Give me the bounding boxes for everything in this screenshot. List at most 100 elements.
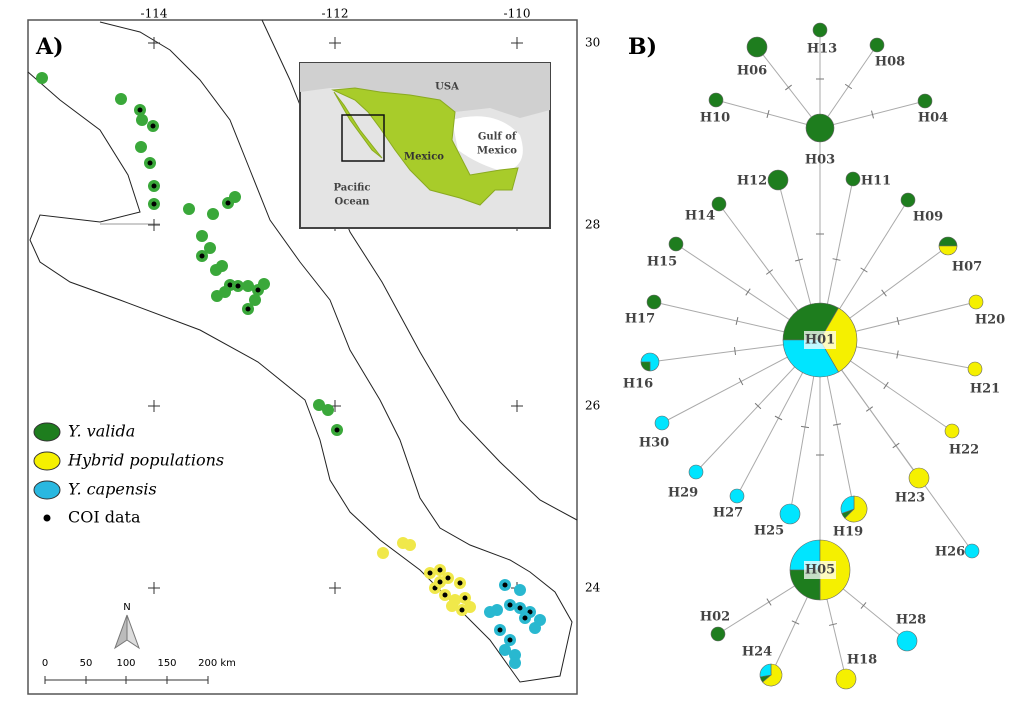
latitude-label: 28 [585, 218, 600, 232]
sample-point [322, 404, 334, 416]
legend-swatch [43, 514, 51, 522]
label-box [804, 331, 836, 349]
coi-dot [151, 201, 157, 207]
edge-tick [881, 289, 887, 297]
haplotype-label: H08 [875, 55, 905, 70]
coi-dot [427, 570, 433, 576]
north-arrow: N [114, 602, 140, 650]
haplotype-label: H22 [949, 443, 979, 458]
haplotype-label: H11 [861, 174, 891, 189]
haplotype-label: H04 [918, 111, 948, 126]
edge-tick [791, 620, 800, 625]
haplotype-label: H25 [754, 524, 784, 539]
haplotype-label: H27 [713, 506, 743, 521]
coi-dot [459, 607, 465, 613]
coi-dot [227, 282, 233, 288]
coi-dot [151, 183, 157, 189]
haplotype-node [900, 192, 916, 208]
panel-label: B) [628, 34, 657, 60]
haplotype-node [746, 36, 768, 58]
haplotype-slice [840, 495, 855, 514]
haplotype-node [967, 361, 983, 377]
coi-dot [225, 200, 231, 206]
scale-label: 0 [42, 658, 48, 669]
haplotype-label: H20 [975, 313, 1005, 328]
haplotype-label: H09 [913, 210, 943, 225]
coi-dot [462, 595, 468, 601]
edge-tick [800, 425, 810, 429]
coi-dot [147, 160, 153, 166]
coi-dot [457, 580, 463, 586]
longitude-label: -114 [141, 7, 168, 21]
scale-label: 150 [157, 658, 176, 669]
edge-tick [832, 423, 842, 426]
label-box [804, 561, 836, 579]
sample-point [446, 600, 458, 612]
sample-point [377, 547, 389, 559]
haplotype-node [896, 630, 918, 652]
haplotype-label: H03 [805, 153, 835, 168]
haplotype-label: H13 [807, 42, 837, 57]
sample-point [229, 191, 241, 203]
edge-tick [735, 316, 739, 326]
legend-label: Y. capensis [68, 480, 157, 499]
haplotype-node [964, 543, 980, 559]
haplotype-slice [640, 352, 660, 372]
sample-point [183, 203, 195, 215]
scale-label: 200 km [198, 658, 236, 669]
coi-dot [245, 306, 251, 312]
haplotype-slice [938, 236, 958, 247]
haplotype-node [835, 668, 857, 690]
haplotype-node [646, 294, 662, 310]
sample-point [484, 606, 496, 618]
haplotype-node [869, 37, 885, 53]
sample-point [196, 230, 208, 242]
haplotype-node [729, 488, 745, 504]
edge-tick [883, 381, 889, 390]
scale-label: 50 [80, 658, 93, 669]
edge-tick [766, 110, 770, 118]
sample-point [258, 278, 270, 290]
edge-tick [785, 84, 792, 91]
inset-label: Gulf of [478, 132, 517, 143]
edge-tick [733, 346, 737, 356]
edge-tick [860, 267, 868, 273]
haplotype-label: H26 [935, 545, 965, 560]
legend-swatch [33, 451, 61, 471]
haplotype-node [767, 169, 789, 191]
edge-tick [766, 598, 772, 606]
haplotype-node [654, 415, 670, 431]
sample-points [36, 72, 546, 669]
haplotype-label: H29 [668, 486, 698, 501]
sample-point [207, 208, 219, 220]
scale-label: 100 [116, 658, 135, 669]
sample-point [242, 280, 254, 292]
haplotype-node [710, 626, 726, 642]
edge-tick [765, 269, 774, 275]
haplotype-label: H18 [847, 653, 877, 668]
sample-point [529, 622, 541, 634]
coi-dot [432, 585, 438, 591]
sample-point [509, 657, 521, 669]
coastline [27, 21, 573, 683]
edge-tick [774, 415, 783, 421]
haplotype-node [688, 464, 704, 480]
haplotype-label: H21 [970, 382, 1000, 397]
inset-map: USA Mexico Gulf of Mexico Pacific Ocean [299, 62, 551, 229]
edges [649, 30, 977, 680]
haplotype-network: H01 H05 H03 H13 H06 H08 H10 H04 H12 H11 H14 H09 H15 H… [623, 22, 1005, 690]
inset-label: USA [435, 82, 459, 93]
haplotype-slice [762, 663, 783, 687]
coi-dot [517, 605, 523, 611]
haplotype-slice [640, 361, 651, 372]
sample-point [204, 242, 216, 254]
longitude-label: -112 [322, 7, 349, 21]
legend-swatch [33, 480, 61, 500]
haplotype-slice [938, 245, 958, 256]
haplotype-label: H06 [737, 64, 767, 79]
haplotype-label: H12 [737, 174, 767, 189]
edge-tick [754, 402, 762, 410]
longitude-label: -110 [504, 7, 531, 21]
mexico-land [331, 87, 519, 206]
